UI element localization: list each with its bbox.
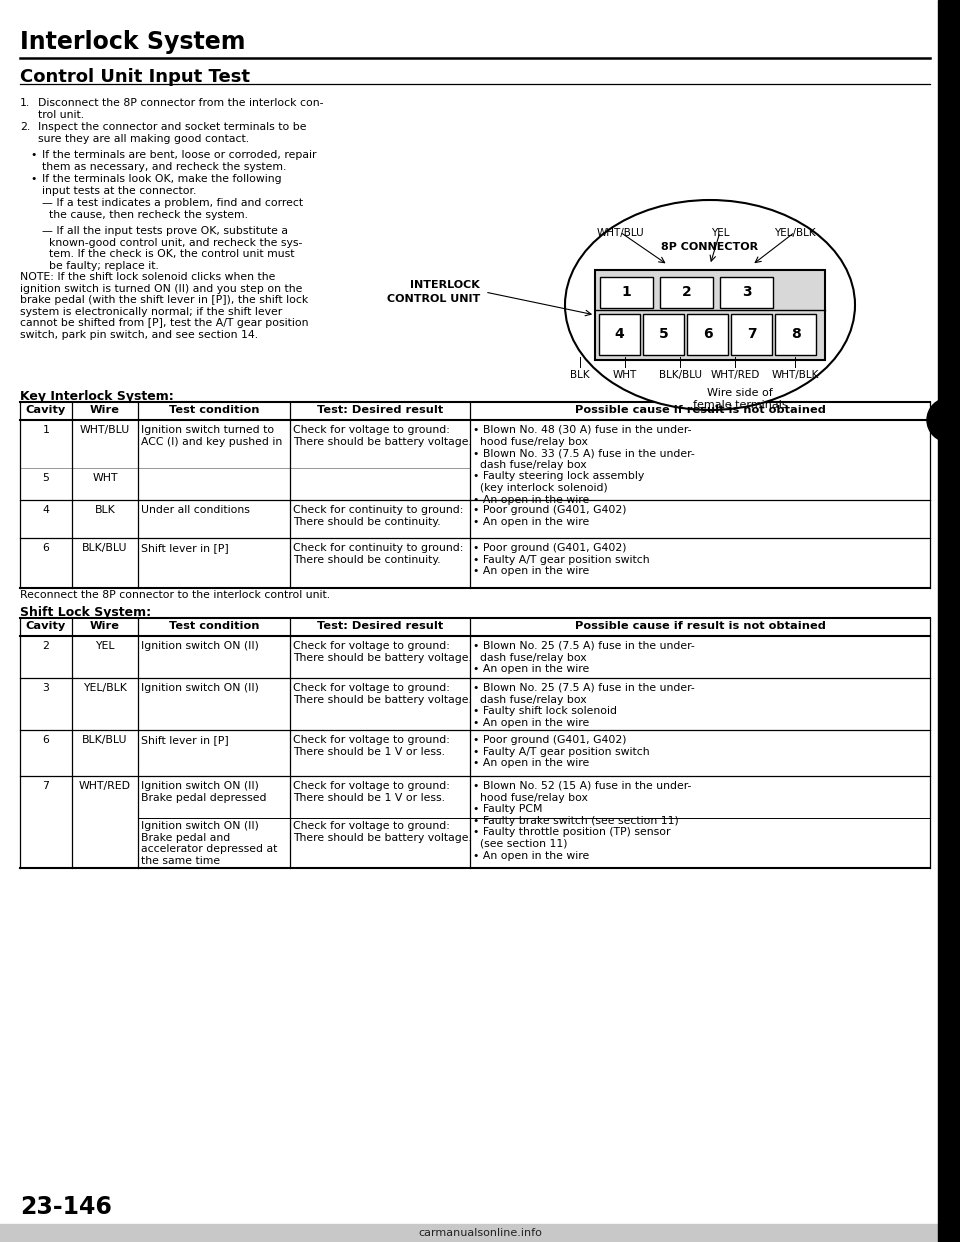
Text: INTERLOCK: INTERLOCK bbox=[410, 279, 480, 289]
Text: BLK: BLK bbox=[95, 505, 115, 515]
Text: 2.: 2. bbox=[20, 122, 31, 132]
Text: Reconnect the 8P connector to the interlock control unit.: Reconnect the 8P connector to the interl… bbox=[20, 590, 330, 600]
Text: BLK: BLK bbox=[570, 370, 589, 380]
Text: BLK/BLU: BLK/BLU bbox=[659, 370, 702, 380]
Text: Test condition: Test condition bbox=[169, 405, 259, 415]
Text: WHT/RED: WHT/RED bbox=[710, 370, 759, 380]
Text: 1: 1 bbox=[622, 286, 632, 299]
Text: 1: 1 bbox=[42, 425, 49, 435]
Text: WHT: WHT bbox=[612, 370, 637, 380]
Text: • Blown No. 52 (15 A) fuse in the under-
  hood fuse/relay box
• Faulty PCM
• Fa: • Blown No. 52 (15 A) fuse in the under-… bbox=[473, 781, 691, 861]
Text: • Poor ground (G401, G402)
• Faulty A/T gear position switch
• An open in the wi: • Poor ground (G401, G402) • Faulty A/T … bbox=[473, 543, 650, 576]
Text: carmanualsonline.info: carmanualsonline.info bbox=[418, 1228, 542, 1238]
Text: 2: 2 bbox=[42, 641, 49, 651]
Bar bbox=[595, 270, 825, 360]
Text: Ignition switch ON (II): Ignition switch ON (II) bbox=[141, 683, 259, 693]
Text: • Poor ground (G401, G402)
• Faulty A/T gear position switch
• An open in the wi: • Poor ground (G401, G402) • Faulty A/T … bbox=[473, 735, 650, 769]
Text: Shift Lock System:: Shift Lock System: bbox=[20, 606, 151, 619]
Text: 8: 8 bbox=[791, 328, 801, 342]
Text: Test: Desired result: Test: Desired result bbox=[317, 405, 444, 415]
Text: Under all conditions: Under all conditions bbox=[141, 505, 250, 515]
Text: Key Interlock System:: Key Interlock System: bbox=[20, 390, 174, 402]
Text: BLK/BLU: BLK/BLU bbox=[83, 735, 128, 745]
Text: 1.: 1. bbox=[20, 98, 31, 108]
Text: Test: Desired result: Test: Desired result bbox=[317, 621, 444, 631]
Text: Check for voltage to ground:
There should be battery voltage.: Check for voltage to ground: There shoul… bbox=[293, 683, 472, 704]
Text: •: • bbox=[30, 174, 36, 184]
Text: WHT/RED: WHT/RED bbox=[79, 781, 131, 791]
Text: WHT/BLU: WHT/BLU bbox=[596, 229, 644, 238]
Text: Cavity: Cavity bbox=[26, 405, 66, 415]
Text: 7: 7 bbox=[42, 781, 49, 791]
Text: • Poor ground (G401, G402)
• An open in the wire: • Poor ground (G401, G402) • An open in … bbox=[473, 505, 627, 527]
Text: Check for voltage to ground:
There should be battery voltage.: Check for voltage to ground: There shoul… bbox=[293, 641, 472, 662]
Text: Check for voltage to ground:
There should be 1 V or less.: Check for voltage to ground: There shoul… bbox=[293, 735, 450, 756]
Text: CONTROL UNIT: CONTROL UNIT bbox=[387, 294, 480, 304]
Text: Check for voltage to ground:
There should be battery voltage.: Check for voltage to ground: There shoul… bbox=[293, 821, 472, 842]
Text: 6: 6 bbox=[42, 735, 49, 745]
Bar bbox=[938, 0, 960, 1242]
Text: Possible cause if result is not obtained: Possible cause if result is not obtained bbox=[575, 621, 826, 631]
Bar bbox=[731, 314, 772, 355]
Ellipse shape bbox=[565, 200, 855, 410]
Text: WHT/BLU: WHT/BLU bbox=[80, 425, 131, 435]
Bar bbox=[720, 277, 773, 308]
Text: — If all the input tests prove OK, substitute a
  known-good control unit, and r: — If all the input tests prove OK, subst… bbox=[42, 226, 302, 271]
Text: If the terminals are bent, loose or corroded, repair
them as necessary, and rech: If the terminals are bent, loose or corr… bbox=[42, 150, 317, 171]
Text: Ignition switch ON (II)
Brake pedal and
accelerator depressed at
the same time: Ignition switch ON (II) Brake pedal and … bbox=[141, 821, 277, 866]
Text: Check for voltage to ground:
There should be battery voltage.: Check for voltage to ground: There shoul… bbox=[293, 425, 472, 447]
Text: Disconnect the 8P connector from the interlock con-
trol unit.: Disconnect the 8P connector from the int… bbox=[38, 98, 324, 119]
Text: Control Unit Input Test: Control Unit Input Test bbox=[20, 68, 250, 86]
Text: 3: 3 bbox=[42, 683, 49, 693]
Text: • Blown No. 25 (7.5 A) fuse in the under-
  dash fuse/relay box
• An open in the: • Blown No. 25 (7.5 A) fuse in the under… bbox=[473, 641, 695, 674]
Bar bbox=[0, 1225, 960, 1242]
Text: 23-146: 23-146 bbox=[20, 1195, 112, 1218]
Text: BLK/BLU: BLK/BLU bbox=[83, 543, 128, 553]
Text: Check for continuity to ground:
There should be continuity.: Check for continuity to ground: There sh… bbox=[293, 505, 464, 527]
Text: YEL: YEL bbox=[95, 641, 115, 651]
Text: NOTE: If the shift lock solenoid clicks when the
ignition switch is turned ON (I: NOTE: If the shift lock solenoid clicks … bbox=[20, 272, 308, 340]
Text: 5: 5 bbox=[659, 328, 668, 342]
Text: 2: 2 bbox=[682, 286, 691, 299]
Text: •: • bbox=[30, 150, 36, 160]
Text: 8P CONNECTOR: 8P CONNECTOR bbox=[661, 242, 758, 252]
Text: 5: 5 bbox=[42, 473, 49, 483]
Text: WHT: WHT bbox=[92, 473, 118, 483]
Text: 3: 3 bbox=[742, 286, 752, 299]
Bar bbox=[643, 314, 684, 355]
Circle shape bbox=[927, 397, 960, 442]
Text: • Blown No. 48 (30 A) fuse in the under-
  hood fuse/relay box
• Blown No. 33 (7: • Blown No. 48 (30 A) fuse in the under-… bbox=[473, 425, 695, 504]
Text: Interlock System: Interlock System bbox=[20, 30, 246, 53]
Text: Ignition switch ON (II): Ignition switch ON (II) bbox=[141, 641, 259, 651]
Text: YEL/BLK: YEL/BLK bbox=[774, 229, 816, 238]
Text: If the terminals look OK, make the following
input tests at the connector.: If the terminals look OK, make the follo… bbox=[42, 174, 281, 195]
Text: female terminals: female terminals bbox=[693, 400, 787, 410]
Text: Check for voltage to ground:
There should be 1 V or less.: Check for voltage to ground: There shoul… bbox=[293, 781, 450, 802]
Text: 4: 4 bbox=[614, 328, 624, 342]
Text: Inspect the connector and socket terminals to be
sure they are all making good c: Inspect the connector and socket termina… bbox=[38, 122, 306, 144]
Text: YEL: YEL bbox=[710, 229, 730, 238]
Text: — If a test indicates a problem, find and correct
  the cause, then recheck the : — If a test indicates a problem, find an… bbox=[42, 197, 303, 220]
Text: 6: 6 bbox=[42, 543, 49, 553]
Text: Check for continuity to ground:
There should be continuity.: Check for continuity to ground: There sh… bbox=[293, 543, 464, 565]
Text: 7: 7 bbox=[747, 328, 756, 342]
Text: Wire: Wire bbox=[90, 621, 120, 631]
Text: • Blown No. 25 (7.5 A) fuse in the under-
  dash fuse/relay box
• Faulty shift l: • Blown No. 25 (7.5 A) fuse in the under… bbox=[473, 683, 695, 728]
Text: Wire side of: Wire side of bbox=[708, 388, 773, 397]
Text: Shift lever in [P]: Shift lever in [P] bbox=[141, 735, 228, 745]
Text: Cavity: Cavity bbox=[26, 621, 66, 631]
Bar bbox=[687, 314, 728, 355]
Text: YEL/BLK: YEL/BLK bbox=[84, 683, 127, 693]
Bar bbox=[660, 277, 713, 308]
Text: Ignition switch turned to
ACC (I) and key pushed in: Ignition switch turned to ACC (I) and ke… bbox=[141, 425, 282, 447]
Text: Wire: Wire bbox=[90, 405, 120, 415]
Text: Shift lever in [P]: Shift lever in [P] bbox=[141, 543, 228, 553]
Text: Test condition: Test condition bbox=[169, 621, 259, 631]
Bar bbox=[600, 277, 653, 308]
Text: 6: 6 bbox=[703, 328, 712, 342]
Bar bbox=[599, 314, 640, 355]
Text: Ignition switch ON (II)
Brake pedal depressed: Ignition switch ON (II) Brake pedal depr… bbox=[141, 781, 267, 802]
Bar bbox=[775, 314, 816, 355]
Text: WHT/BLK: WHT/BLK bbox=[771, 370, 819, 380]
Text: Possible cause if result is not obtained: Possible cause if result is not obtained bbox=[575, 405, 826, 415]
